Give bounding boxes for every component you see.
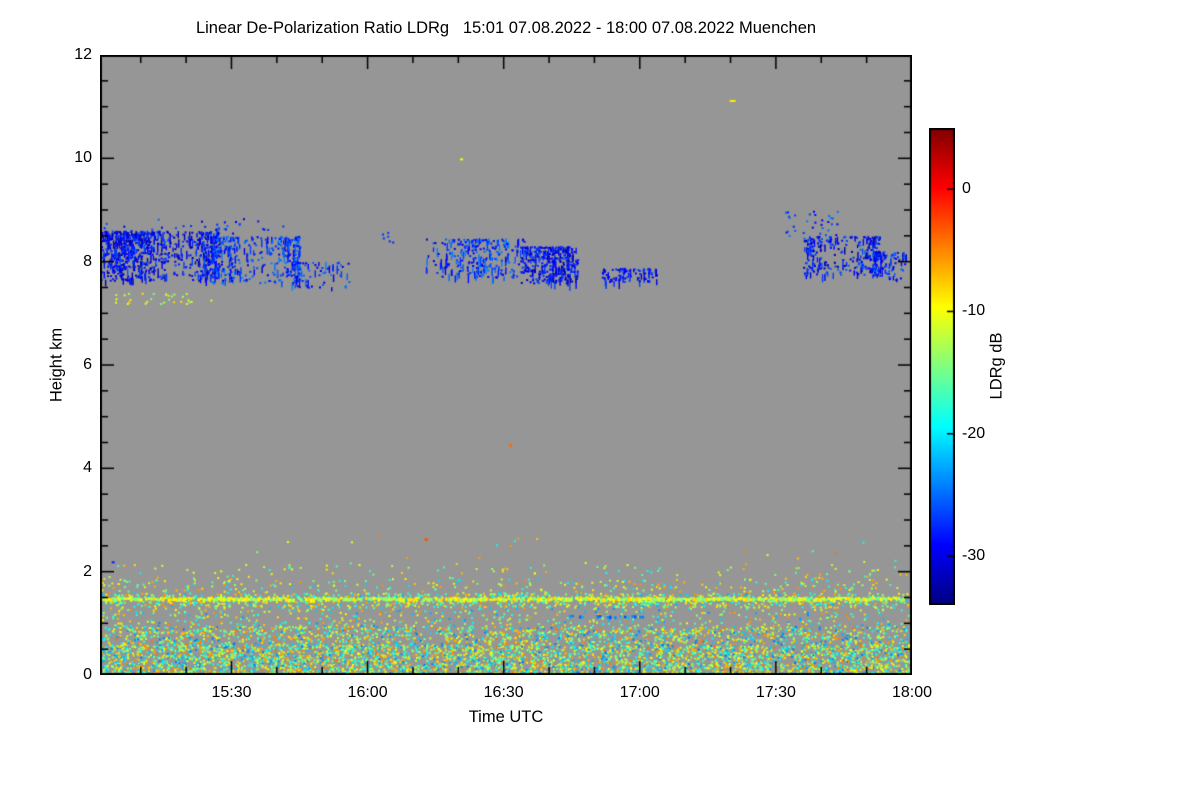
chart-title: Linear De-Polarization Ratio LDRg 15:01 …: [195, 19, 817, 37]
heatmap-canvas: [100, 55, 912, 675]
colorbar-canvas: [929, 128, 955, 605]
x-tick-label: 18:00: [891, 684, 933, 701]
colorbar-label: LDRg dB: [987, 332, 1006, 400]
y-tick-label: 4: [83, 459, 92, 477]
x-tick-label: 16:00: [347, 684, 388, 701]
y-tick-label: 0: [83, 666, 92, 683]
x-tick-label: 16:30: [483, 684, 524, 701]
colorbar-tick-label: -30: [962, 547, 986, 565]
y-tick-label: 10: [74, 149, 92, 167]
colorbar-tick-label: 0: [962, 180, 971, 198]
y-tick-label: 12: [74, 46, 92, 63]
colorbar-tick-label: -10: [962, 302, 986, 320]
y-tick-label: 6: [83, 356, 92, 373]
x-axis-label: Time UTC: [468, 708, 544, 726]
y-tick-label: 8: [83, 252, 92, 270]
y-tick-label: 2: [83, 562, 92, 580]
x-tick-label: 15:30: [211, 684, 252, 701]
colorbar-tick-label: -20: [962, 424, 986, 442]
x-tick-label: 17:30: [755, 684, 796, 701]
x-tick-label: 17:00: [619, 684, 660, 701]
